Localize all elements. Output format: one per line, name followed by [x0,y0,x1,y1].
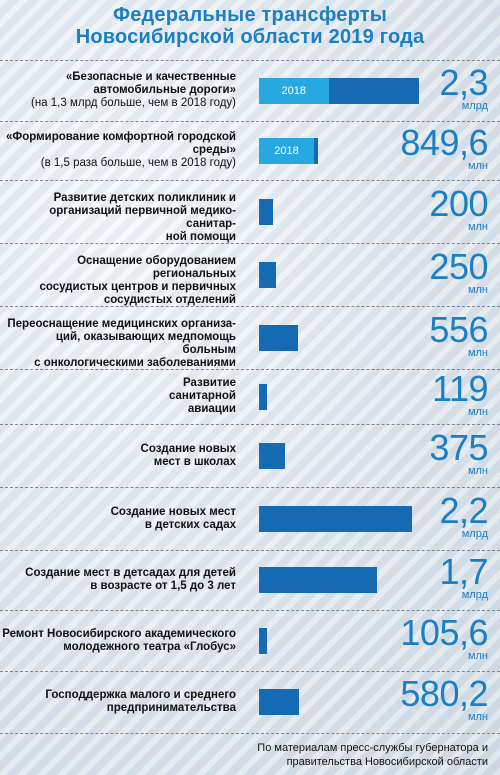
row-separator [0,487,500,488]
title-line-2: Новосибирской области 2019 года [75,26,425,48]
bar-2018: 2018 [259,77,329,104]
row-label: Развитие детских поликлиник и организаций… [0,192,236,244]
row-label-line: среды» [192,144,236,156]
bar [259,198,273,225]
row-label-line: Развитие [182,377,236,389]
row-separator [0,671,500,672]
row-label-line: «Формирование комфортной городской [6,131,236,143]
source-note: По материалам пресс-службы губернатора и… [257,741,488,769]
value-label: 556 [429,308,488,350]
value-label: 250 [429,245,488,287]
row-separator [0,306,500,307]
row-separator [0,60,500,61]
row-label-line: Создание новых мест [110,505,236,518]
value-label: 375 [429,426,488,468]
row-label-line: Оснащение оборудованием региональных [77,255,236,280]
row-separator [0,121,500,122]
bar [259,324,298,351]
row-label: Развитие санитарной авиации [0,377,236,416]
bar [259,442,286,469]
row-label-line: Создание мест в детсадах для детей [25,567,236,579]
row-label-line: Развитие детских поликлиник и [53,192,236,204]
row-label-line: Создание новых [140,442,236,455]
row-label-line: сосудистых отделений [103,294,236,306]
row-label-line: автомобильные дороги» [93,84,236,96]
row-label-line: организаций первичной медико-санитар- [49,205,236,230]
row-label-line: мест в школах [153,455,236,468]
row-label-line: «Безопасные и качественные [65,71,236,83]
unit-label: млн [467,346,488,359]
bar [259,505,413,532]
source-note-line-1: По материалам пресс-службы губернатора и [257,742,488,754]
unit-label: млн [467,283,488,296]
row-label-line: в возрасте от 1,5 до 3 лет [90,580,236,592]
bar [259,627,267,654]
value-label: 105,6 [400,611,488,653]
row-separator [0,550,500,551]
row-separator [0,180,500,181]
row-label-line: предпринимательства [106,702,236,714]
row-label: Переоснащение медицинских организа-ций, … [0,318,236,370]
row-label: «Формирование комфортной городской среды»… [0,131,236,170]
row-label-line: ной помощи [165,231,236,243]
row-label-line: авиации [187,403,236,415]
row-separator [0,424,500,425]
unit-label: млн [467,649,488,662]
unit-label: млрд [461,589,488,601]
source-note-line-2: правительства Новосибирской области [286,756,488,768]
value-label: 2,3 [439,61,488,103]
value-label: 1,7 [439,551,488,592]
row-label-line: в детских садах [144,518,236,531]
bar [259,567,378,593]
bar [259,383,268,410]
row-note: (на 1,3 млрд больше, чем в 2018 году) [31,97,236,109]
title-line-1: Федеральные трансферты [112,4,388,26]
row-label: Создание новых мест в школах [0,443,236,469]
bar [259,261,277,288]
unit-label: млрд [461,99,488,112]
row-label-line: санитарной [168,390,236,402]
value-label: 580,2 [400,673,488,714]
chart-title: Федеральные трансферты Новосибирской обл… [0,0,500,48]
row-label: Господдержка малого и среднего предприним… [0,689,236,715]
unit-label: млн [467,159,488,172]
row-label: Оснащение оборудованием региональных сосу… [0,255,236,307]
row-label-line: ций, оказывающих медпомощь больным [55,331,236,356]
value-label: 2,2 [439,489,488,531]
row-note: (в 1,5 раза больше, чем в 2018 году) [40,157,236,169]
row-separator [0,733,500,734]
unit-label: млрд [461,527,488,540]
row-separator [0,243,500,244]
unit-label: млн [467,220,488,233]
row-label-line: Переоснащение медицинских организа- [7,318,236,330]
row-label-line: с онкологическими заболеваниями [34,357,236,369]
row-separator [0,610,500,611]
row-label-line: Ремонт Новосибирского академического [2,627,236,640]
row-label-line: молодежного театра «Глобус» [63,640,236,653]
unit-label: млн [467,464,488,477]
unit-label: млн [467,405,488,418]
row-label: Создание мест в детсадах для детей в возр… [0,567,236,593]
row-label: Ремонт Новосибирского академического моло… [0,628,236,654]
bar [259,689,300,715]
row-label-line: Господдержка малого и среднего [45,689,236,701]
row-label: «Безопасные и качественные автомобильные … [0,71,236,110]
value-label: 119 [432,367,488,409]
row-separator [0,369,500,370]
row-label: Создание новых мест в детских садах [0,506,236,532]
value-label: 200 [429,182,488,224]
bar-2018: 2018 [259,137,315,164]
value-label: 849,6 [400,121,488,163]
row-label-line: сосудистых центров и первичных [39,281,236,293]
unit-label: млн [467,711,488,723]
